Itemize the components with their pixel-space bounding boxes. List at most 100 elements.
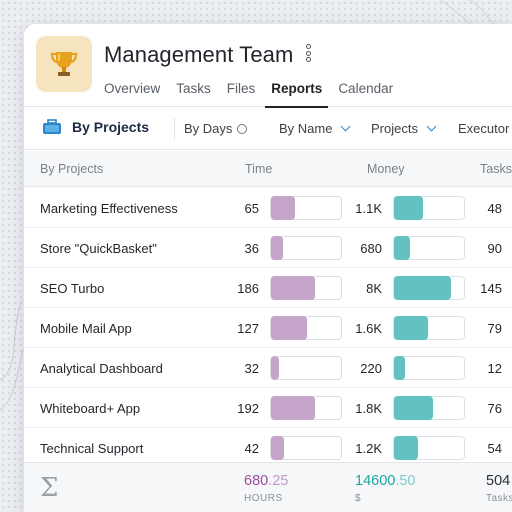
header: Management Team Overview Tasks Files Rep… <box>24 24 512 108</box>
tasks-value: 48 <box>487 201 502 216</box>
money-bar <box>393 396 465 420</box>
time-value: 65 <box>244 201 259 216</box>
money-bar-fill <box>394 316 429 340</box>
time-bar <box>270 236 342 260</box>
radio-icon <box>237 124 248 134</box>
time-bar-fill <box>271 236 283 260</box>
tab-files[interactable]: Files <box>226 81 256 96</box>
total-money-integer: 14600 <box>355 473 396 489</box>
money-value: 680 <box>360 241 382 256</box>
time-bar <box>270 396 342 420</box>
time-bar-fill <box>271 356 279 380</box>
money-bar <box>393 276 465 300</box>
money-bar-fill <box>394 236 411 260</box>
total-hours-integer: 680 <box>244 473 269 489</box>
time-bar-fill <box>271 396 316 420</box>
project-name: Whiteboard+ App <box>40 401 141 416</box>
time-bar <box>270 196 342 220</box>
column-header-time[interactable]: Time <box>245 162 273 176</box>
time-value: 36 <box>244 241 259 256</box>
tab-tasks[interactable]: Tasks <box>176 81 211 96</box>
tab-reports[interactable]: Reports <box>265 80 329 108</box>
time-value: 127 <box>237 321 259 336</box>
time-value: 32 <box>244 361 259 376</box>
table-row[interactable]: Store "QuickBasket" 36 680 90 <box>24 228 512 268</box>
page-title: Management Team <box>104 42 294 67</box>
tab-overview[interactable]: Overview <box>104 81 161 96</box>
table-row[interactable]: Marketing Effectiveness 65 1.1K 48 <box>24 188 512 228</box>
time-value: 186 <box>237 281 259 296</box>
project-name: Analytical Dashboard <box>40 361 163 376</box>
total-money: 14600.50 <box>355 473 416 489</box>
table-row[interactable]: SEO Turbo 186 8K 145 <box>24 268 512 308</box>
column-header-money[interactable]: Money <box>367 162 405 176</box>
column-header-tasks[interactable]: Tasks <box>480 162 512 176</box>
table-row[interactable]: Analytical Dashboard 32 220 12 <box>24 348 512 388</box>
time-bar-fill <box>271 316 307 340</box>
total-money-decimal: .50 <box>395 473 416 489</box>
project-name: Store "QuickBasket" <box>40 241 157 256</box>
tab-calendar[interactable]: Calendar <box>338 81 394 96</box>
sort-by-name-dropdown[interactable]: By Name <box>279 121 351 136</box>
trophy-icon[interactable] <box>36 36 92 92</box>
time-bar-fill <box>271 196 295 220</box>
tasks-value: 12 <box>487 361 502 376</box>
tab-bar: Overview Tasks Files Reports Calendar <box>104 80 409 108</box>
executor-filter-label: Executor <box>458 121 510 136</box>
money-value: 1.8K <box>355 401 382 416</box>
group-by-projects-label: By Projects <box>72 119 150 135</box>
table-row[interactable]: Whiteboard+ App 192 1.8K 76 <box>24 388 512 428</box>
group-by-days-option[interactable]: By Days <box>184 121 248 136</box>
tasks-value: 145 <box>480 281 502 296</box>
money-bar <box>393 356 465 380</box>
report-window: Management Team Overview Tasks Files Rep… <box>24 24 512 512</box>
projects-filter-dropdown[interactable]: Projects <box>371 121 437 136</box>
money-bar <box>393 236 465 260</box>
time-value: 192 <box>237 401 259 416</box>
kebab-menu-icon[interactable] <box>302 44 314 64</box>
project-name: SEO Turbo <box>40 281 105 296</box>
total-tasks: 504 <box>486 473 511 489</box>
money-bar-fill <box>394 436 418 460</box>
money-value: 1.2K <box>355 441 382 456</box>
table-row[interactable]: Technical Support 42 1.2K 54 <box>24 428 512 468</box>
money-value: 8K <box>366 281 382 296</box>
column-header-project[interactable]: By Projects <box>40 162 104 176</box>
money-bar-fill <box>394 396 434 420</box>
by-name-label: By Name <box>279 121 333 136</box>
chevron-down-icon <box>341 121 351 132</box>
money-bar <box>393 196 465 220</box>
time-bar <box>270 436 342 460</box>
money-value: 1.6K <box>355 321 382 336</box>
tasks-value: 54 <box>487 441 502 456</box>
by-days-label: By Days <box>184 121 233 136</box>
time-value: 42 <box>244 441 259 456</box>
money-value: 220 <box>360 361 382 376</box>
time-bar-fill <box>271 436 285 460</box>
total-tasks-unit: Tasks <box>486 493 512 504</box>
money-bar <box>393 316 465 340</box>
money-bar-fill <box>394 356 406 380</box>
briefcase-icon <box>43 119 61 134</box>
group-by-projects-button[interactable]: By Projects <box>42 119 149 135</box>
time-bar <box>270 316 342 340</box>
project-name: Technical Support <box>40 441 144 456</box>
total-money-unit: $ <box>355 493 362 504</box>
report-toolbar: By Projects By Days By Name Projects Exe… <box>24 108 512 150</box>
executor-filter-dropdown[interactable]: Executor <box>458 121 509 136</box>
money-bar-fill <box>394 196 423 220</box>
tasks-value: 90 <box>487 241 502 256</box>
project-name: Mobile Mail App <box>40 321 132 336</box>
total-hours-unit: HOURS <box>244 493 283 504</box>
money-value: 1.1K <box>355 201 382 216</box>
time-bar-fill <box>271 276 316 300</box>
toolbar-divider <box>174 118 175 140</box>
chevron-down-icon <box>426 121 437 132</box>
projects-filter-label: Projects <box>371 121 418 136</box>
time-bar <box>270 276 342 300</box>
project-name: Marketing Effectiveness <box>40 201 178 216</box>
total-hours: 680.25 <box>244 473 288 489</box>
table-row[interactable]: Mobile Mail App 127 1.6K 79 <box>24 308 512 348</box>
money-bar <box>393 436 465 460</box>
tasks-value: 76 <box>487 401 502 416</box>
